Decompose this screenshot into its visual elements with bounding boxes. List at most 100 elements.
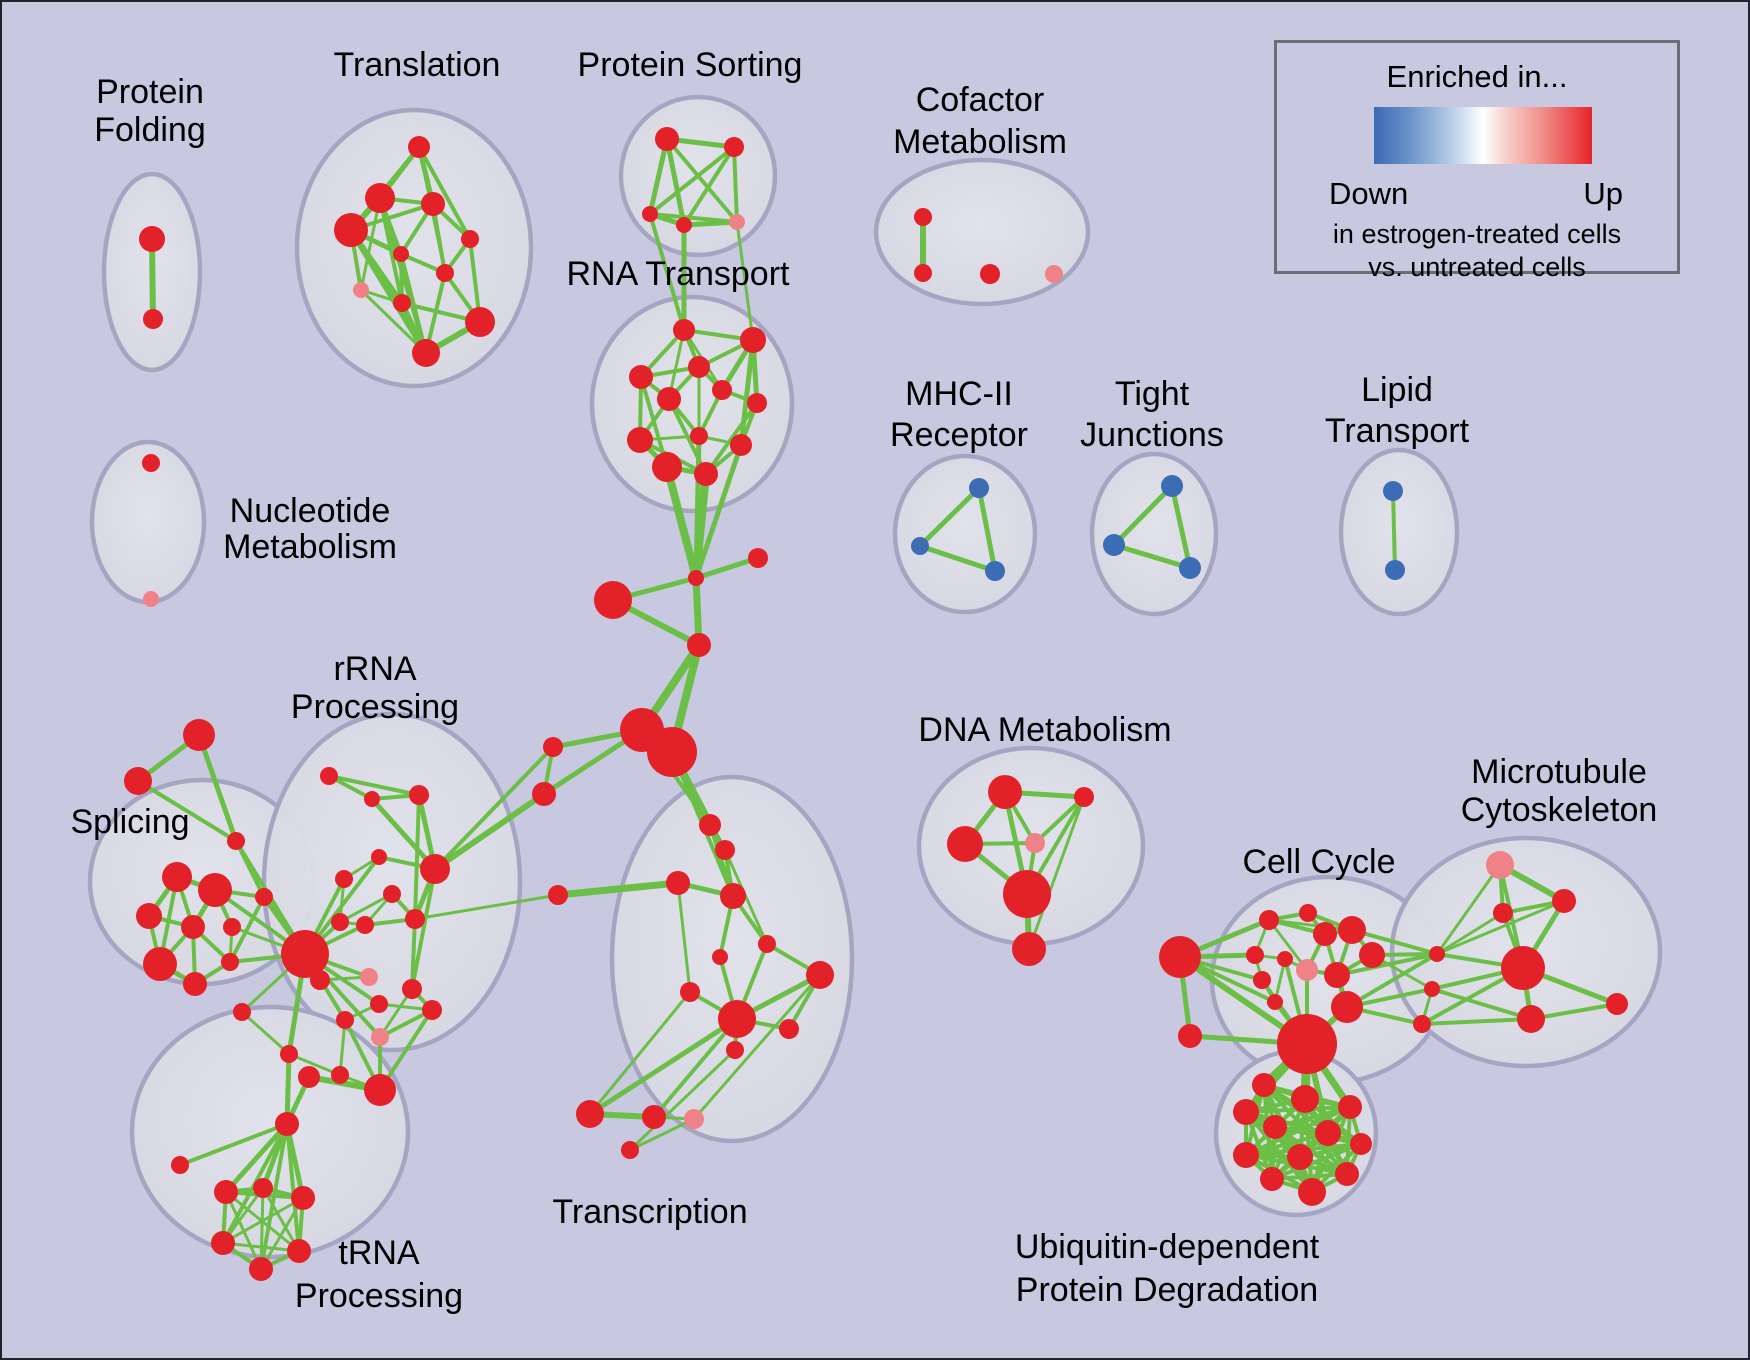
graph-edge <box>587 1016 740 1117</box>
graph-edge <box>223 1121 290 1195</box>
gene-set-node <box>136 903 162 929</box>
gene-set-node <box>461 230 479 248</box>
graph-edge <box>136 779 238 843</box>
gene-set-node <box>143 947 177 981</box>
gene-set-node <box>281 930 329 978</box>
gene-set-node <box>1429 946 1445 962</box>
gene-set-node <box>647 727 697 777</box>
graph-edge <box>1270 1172 1349 1181</box>
gene-set-node <box>532 782 556 806</box>
graph-edge <box>1335 952 1439 977</box>
graph-edge <box>1350 928 1439 956</box>
gene-set-node <box>758 935 776 953</box>
gene-set-node <box>673 319 695 341</box>
gene-set-node <box>718 1000 756 1038</box>
gene-set-node <box>1606 993 1628 1015</box>
graph-edge <box>665 137 739 224</box>
gene-set-node <box>726 1041 744 1059</box>
gene-set-node <box>1161 475 1183 497</box>
gene-set-node <box>1259 910 1279 930</box>
graph-edge <box>693 555 761 581</box>
gene-set-node <box>422 1000 442 1020</box>
gene-set-node <box>594 581 632 619</box>
cluster-ellipse-tight-junctions <box>1089 451 1219 617</box>
gene-set-node <box>657 387 681 411</box>
graph-edge <box>628 1117 696 1152</box>
gene-set-node <box>690 427 708 445</box>
gene-set-node <box>688 356 710 378</box>
gene-set-node <box>1246 946 1264 964</box>
gene-set-node <box>221 953 239 971</box>
gene-set-node <box>365 183 395 213</box>
gene-set-node <box>911 537 929 555</box>
gene-set-node <box>1493 903 1513 923</box>
gene-set-node <box>371 1028 389 1046</box>
graph-edge <box>693 442 744 581</box>
gene-set-node <box>409 785 429 805</box>
graph-edge <box>917 543 998 574</box>
cluster-label-dna-metabolism: DNA Metabolism <box>918 711 1171 749</box>
gene-set-node <box>1298 1178 1326 1206</box>
gene-set-node <box>1517 1005 1545 1033</box>
graph-edge <box>738 337 756 448</box>
graph-edge <box>399 252 428 355</box>
cluster-ellipse-transcription <box>609 774 855 1144</box>
gene-set-node <box>198 873 232 907</box>
gene-set-node <box>1233 1099 1259 1125</box>
gene-set-node <box>988 775 1022 809</box>
gene-set-node <box>676 217 692 233</box>
graph-edge <box>1244 1131 1330 1157</box>
gene-set-node <box>214 1180 238 1204</box>
gene-set-node <box>370 995 388 1013</box>
graph-edge <box>1169 483 1193 571</box>
graph-edge <box>917 485 982 549</box>
gene-set-node <box>712 949 728 965</box>
legend-caption-line1: in estrogen-treated cells <box>1332 219 1622 249</box>
gene-set-node <box>1003 870 1051 918</box>
gene-set-node <box>687 633 711 657</box>
gene-set-node <box>253 1178 273 1198</box>
graph-edge <box>704 401 759 476</box>
gene-set-node <box>412 339 440 367</box>
legend: Enriched in... Down Up in estrogen-treat… <box>1274 40 1680 282</box>
gene-set-node <box>684 1109 704 1129</box>
legend-caption-line2: vs. untreated cells <box>1368 252 1586 282</box>
gene-set-node <box>223 918 241 936</box>
gene-set-node <box>1413 1015 1431 1033</box>
gene-set-node <box>227 832 245 850</box>
graph-edge <box>259 1186 265 1271</box>
gene-set-node <box>1486 851 1514 879</box>
gene-set-node <box>181 915 205 939</box>
gene-set-node <box>548 885 568 905</box>
cluster-label-transcription: Transcription <box>552 1193 747 1231</box>
gene-set-node <box>1179 557 1201 579</box>
graph-edge <box>410 917 417 991</box>
gene-set-node <box>291 1186 315 1210</box>
gene-set-node <box>1338 916 1366 944</box>
gene-set-node <box>1291 1085 1319 1113</box>
graph-edge <box>1435 863 1502 956</box>
gene-set-node <box>364 1074 396 1106</box>
graph-edge <box>681 219 740 228</box>
gene-set-node <box>1359 942 1385 968</box>
cluster-ellipse-rna-transport <box>589 294 795 514</box>
graph-edge <box>664 136 687 228</box>
gene-set-node <box>947 826 983 862</box>
graph-edge <box>1420 1017 1533 1026</box>
gene-set-node <box>143 309 163 329</box>
gene-set-node <box>642 206 658 222</box>
gene-set-node <box>642 1105 666 1129</box>
graph-edge <box>261 1186 301 1253</box>
gene-set-node <box>249 1257 273 1281</box>
gene-set-node <box>1424 981 1440 997</box>
graph-edge <box>554 879 682 899</box>
graph-edge <box>338 1018 347 1077</box>
gene-set-node <box>171 1156 189 1174</box>
graph-edge <box>149 236 156 322</box>
gene-set-node <box>1338 1095 1362 1119</box>
cluster-label-microtubule-cytoskeleton: Microtubule Cytoskeleton <box>1461 753 1658 829</box>
gene-set-node <box>421 192 445 216</box>
graph-edge <box>652 1017 739 1119</box>
